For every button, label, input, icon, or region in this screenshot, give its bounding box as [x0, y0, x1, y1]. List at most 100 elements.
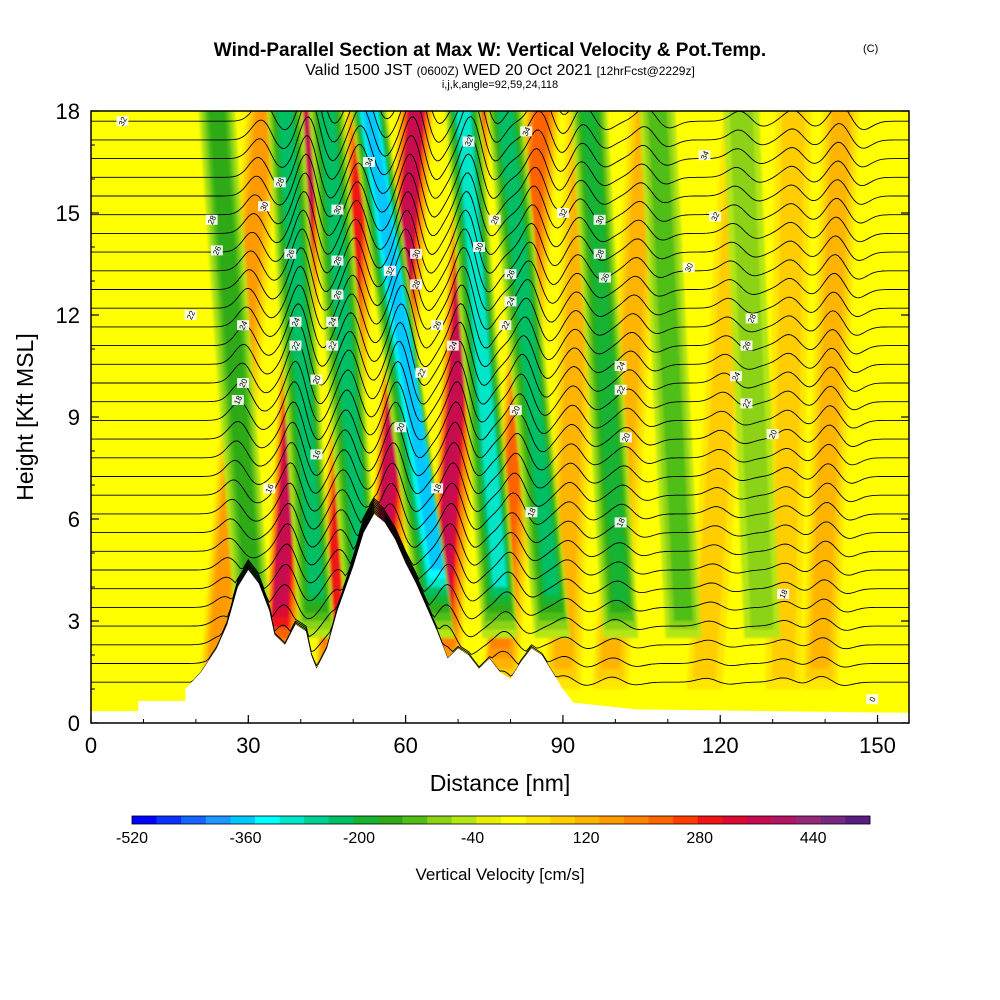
theta-contour-26 — [91, 153, 909, 218]
contour-label-22: 30 — [410, 248, 423, 260]
colorbar-swatch — [722, 816, 748, 824]
contour-label-text: 18 — [232, 394, 244, 406]
theta-contour-23 — [91, 209, 909, 274]
contour-label-text: 24 — [505, 295, 517, 307]
contour-label-text: 34 — [363, 156, 375, 168]
contour-label-text: 24 — [327, 316, 339, 328]
contour-label-7: 16 — [263, 482, 276, 495]
contour-label-55: 0 — [866, 694, 879, 705]
contour-label-text: 28 — [274, 176, 286, 188]
colorbar-swatch — [820, 816, 846, 824]
x-axis-label: Distance [nm] — [430, 770, 571, 796]
contour-label-text: 20 — [311, 373, 323, 385]
chart-title: Wind-Parallel Section at Max W: Vertical… — [214, 40, 766, 61]
colorbar-swatch — [501, 816, 526, 824]
colorbar-swatch — [181, 816, 207, 824]
colorbar-tick-label: -520 — [116, 830, 148, 847]
contour-label-text: 32 — [709, 210, 721, 222]
contour-label-text: 24 — [730, 370, 742, 382]
theta-contour-29 — [91, 111, 909, 162]
contour-label-21: 32 — [383, 265, 397, 277]
y-tick-label: 18 — [56, 99, 80, 124]
colorbar-tick-label: 280 — [686, 830, 713, 847]
contour-label-20: 34 — [362, 156, 376, 168]
theta-contour-5 — [91, 504, 909, 602]
x-tick-label: 90 — [551, 733, 575, 758]
colorbar-swatch — [279, 816, 305, 824]
contour-label-text: 22 — [416, 367, 428, 379]
contour-label-30: 30 — [473, 241, 486, 253]
contour-label-text: 30 — [411, 248, 423, 260]
downdraft-band-104-level-6 — [456, 111, 508, 587]
colorbar: -520 -360 -200 -40 120 280 440 — [116, 815, 871, 847]
theta-contour-9 — [91, 482, 909, 530]
theta-contour-14 — [91, 381, 909, 441]
contour-label-14: 16 — [310, 448, 323, 461]
contour-label-40: 28 — [593, 248, 606, 260]
contour-label-26: 22 — [415, 367, 428, 379]
contour-label-17: 26 — [331, 288, 344, 301]
colorbar-swatch — [328, 816, 354, 824]
x-tick-label: 150 — [859, 733, 896, 758]
contour-label-text: 22 — [290, 339, 302, 351]
contour-label-text: 28 — [594, 248, 606, 260]
colorbar-swatch — [255, 816, 280, 824]
theta-contour-6 — [91, 503, 909, 584]
theta-contour-17 — [91, 321, 909, 386]
contour-label-52: 22 — [740, 397, 753, 410]
contour-label-text: 26 — [599, 271, 611, 283]
contour-label-text: 22 — [327, 339, 339, 351]
theta-contour-15 — [91, 360, 909, 423]
contour-label-text: 28 — [332, 254, 344, 266]
contour-label-text: 24 — [615, 360, 627, 372]
colorbar-swatch — [205, 816, 231, 824]
theta-contour-2 — [91, 509, 909, 656]
subtitle-utc: (0600Z) — [417, 64, 459, 78]
theta-contour-18 — [91, 302, 909, 368]
chart-subtitle: Valid 1500 JST (0600Z) WED 20 Oct 2021 [… — [305, 62, 695, 79]
contour-label-46: 34 — [698, 149, 711, 161]
theta-contour-4 — [91, 506, 909, 620]
contour-label-9: 28 — [273, 176, 286, 189]
colorbar-swatch — [525, 816, 551, 824]
theta-contour-19 — [91, 284, 909, 349]
contour-label-8: 30 — [258, 200, 271, 212]
contour-label-24: 26 — [431, 319, 444, 331]
contour-label-35: 20 — [509, 404, 522, 416]
updraft-band-10-level-2 — [810, 111, 851, 669]
contour-label-33: 24 — [504, 295, 517, 308]
colorbar-swatch — [353, 816, 379, 824]
colorbar-tick-label: -360 — [230, 830, 262, 847]
contour-label-32: 26 — [504, 268, 517, 280]
colorbar-swatch — [845, 816, 871, 824]
colorbar-swatch — [427, 816, 453, 824]
contour-labels: 3228262224201816302826242220163028262422… — [116, 115, 879, 705]
colorbar-swatch — [156, 816, 182, 824]
contour-label-text: 32 — [117, 115, 129, 127]
contour-label-text: 32 — [557, 207, 569, 219]
contour-label-text: 28 — [206, 214, 218, 226]
contour-label-text: 16 — [264, 482, 276, 494]
title-mark: (C) — [863, 43, 878, 55]
contour-label-43: 22 — [614, 384, 627, 396]
y-axis: 0 3 6 9 12 15 18 — [56, 99, 909, 736]
theta-contour-16 — [91, 340, 909, 405]
contour-label-text: 34 — [699, 149, 711, 161]
contour-label-text: 24 — [447, 339, 459, 351]
colorbar-swatch — [402, 816, 428, 824]
contour-label-31: 28 — [488, 214, 501, 226]
colorbar-tick-label: -40 — [461, 830, 484, 847]
x-tick-label: 120 — [702, 733, 739, 758]
contour-label-text: 18 — [526, 506, 538, 518]
contour-label-text: 18 — [778, 588, 790, 600]
updraft-band-9-level-1 — [771, 111, 806, 679]
downdraft-band-100-level-3 — [208, 111, 262, 613]
contour-label-10: 26 — [284, 248, 297, 260]
contour-label-text: 30 — [474, 241, 486, 253]
contour-label-37: 34 — [520, 125, 533, 138]
downdraft-band-101-level-5 — [277, 111, 324, 596]
contour-label-text: 22 — [615, 384, 627, 396]
contour-label-6: 18 — [231, 394, 244, 406]
contour-label-44: 20 — [619, 431, 632, 444]
colorbar-label: Vertical Velocity [cm/s] — [415, 865, 584, 884]
